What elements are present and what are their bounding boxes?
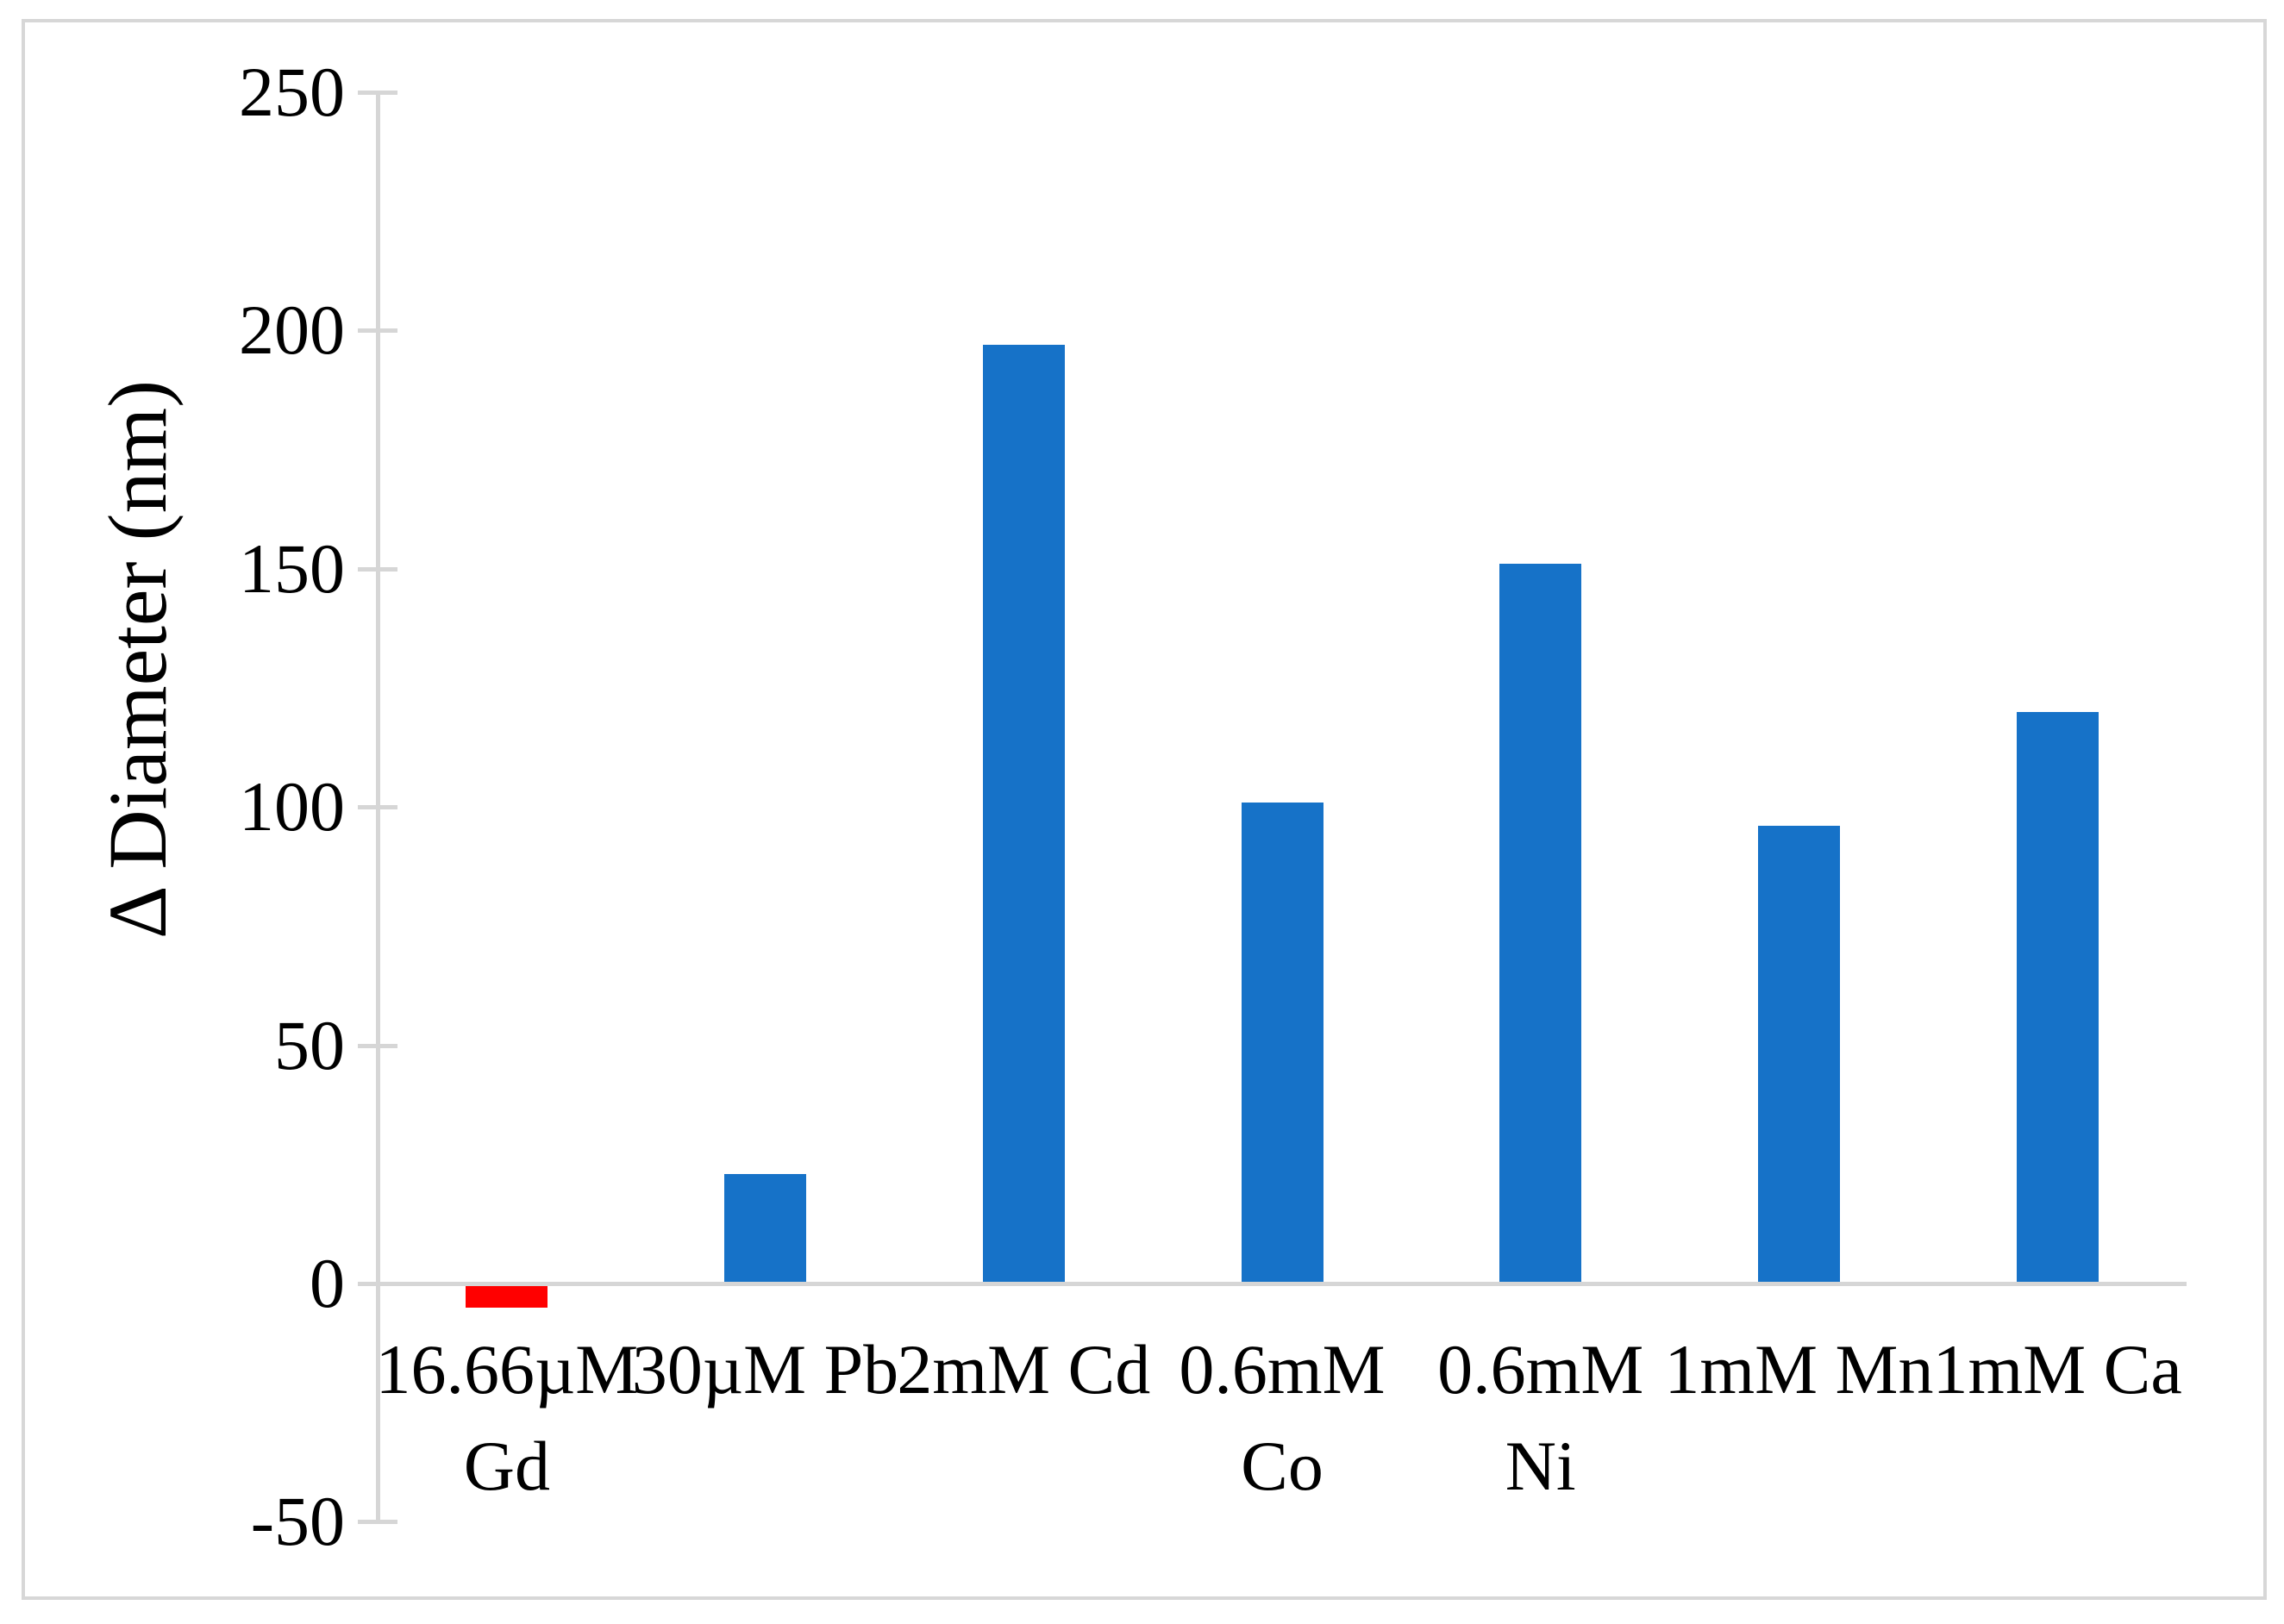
y-tick-mark [358, 805, 397, 810]
x-category-label: 30µM Pb [559, 1321, 973, 1418]
x-category-label: 16.66µM Gd [300, 1321, 714, 1515]
y-tick-mark [358, 1520, 397, 1525]
y-tick-label: 0 [310, 1244, 345, 1322]
x-category-label-line: 30µM Pb [631, 1330, 899, 1409]
y-tick-label: 50 [274, 1005, 345, 1084]
x-category-label: 0.6mM Co [1075, 1321, 1489, 1515]
y-tick-mark [358, 1282, 397, 1286]
x-category-label-line: 1mM Mn [1664, 1330, 1934, 1409]
y-tick-label: 150 [239, 528, 345, 608]
x-category-label-line: 0.6mM [1437, 1330, 1644, 1409]
x-category-label-line: 0.6mM [1179, 1330, 1386, 1409]
chart-frame-border [22, 19, 2267, 1600]
bar-2mM-Cd [982, 344, 1065, 1284]
bar-30µM-Pb [724, 1173, 807, 1284]
bar-0.6mM-Co [1241, 802, 1323, 1284]
y-tick-label: -50 [250, 1482, 345, 1561]
bar-1mM-Mn [1757, 826, 1840, 1284]
bar-0.6mM-Ni [1499, 564, 1582, 1284]
x-category-label-line: Co [1241, 1427, 1323, 1505]
bar-1mM-Ca [2016, 711, 2099, 1284]
y-tick-mark [358, 328, 397, 334]
y-tick-mark [358, 1043, 397, 1048]
y-tick-label: 250 [239, 53, 345, 131]
bar-16.66µM-Gd [466, 1286, 548, 1308]
x-category-label-line: 1mM Ca [1932, 1330, 2182, 1409]
x-category-label: 1mM Ca [1850, 1321, 2264, 1418]
x-category-label: 0.6mM Ni [1334, 1321, 1748, 1515]
y-tick-label: 100 [239, 767, 345, 846]
y-tick-mark [358, 91, 397, 95]
y-tick-mark [358, 566, 397, 572]
x-axis-line [378, 1282, 2187, 1286]
x-category-label-line: Gd [463, 1427, 550, 1505]
y-tick-label: 200 [239, 290, 345, 370]
x-category-label-line: Ni [1505, 1427, 1576, 1505]
x-category-label: 1mM Mn [1592, 1321, 2006, 1418]
x-category-label-line: 16.66µM [375, 1330, 639, 1409]
x-category-label: 2mM Cd [817, 1321, 1230, 1418]
x-category-label-line: 2mM Cd [897, 1330, 1151, 1409]
